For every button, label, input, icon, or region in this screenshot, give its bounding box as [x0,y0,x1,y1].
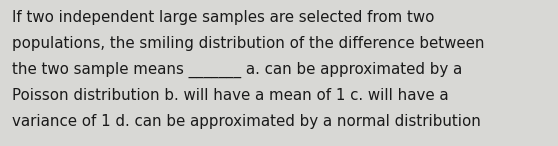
Text: If two independent large samples are selected from two: If two independent large samples are sel… [12,10,434,25]
Text: variance of 1 d. can be approximated by a normal distribution: variance of 1 d. can be approximated by … [12,114,481,129]
Text: Poisson distribution b. will have a mean of 1 c. will have a: Poisson distribution b. will have a mean… [12,88,449,103]
Text: populations, the smiling distribution of the difference between: populations, the smiling distribution of… [12,36,484,51]
Text: the two sample means _______ a. can be approximated by a: the two sample means _______ a. can be a… [12,62,462,78]
